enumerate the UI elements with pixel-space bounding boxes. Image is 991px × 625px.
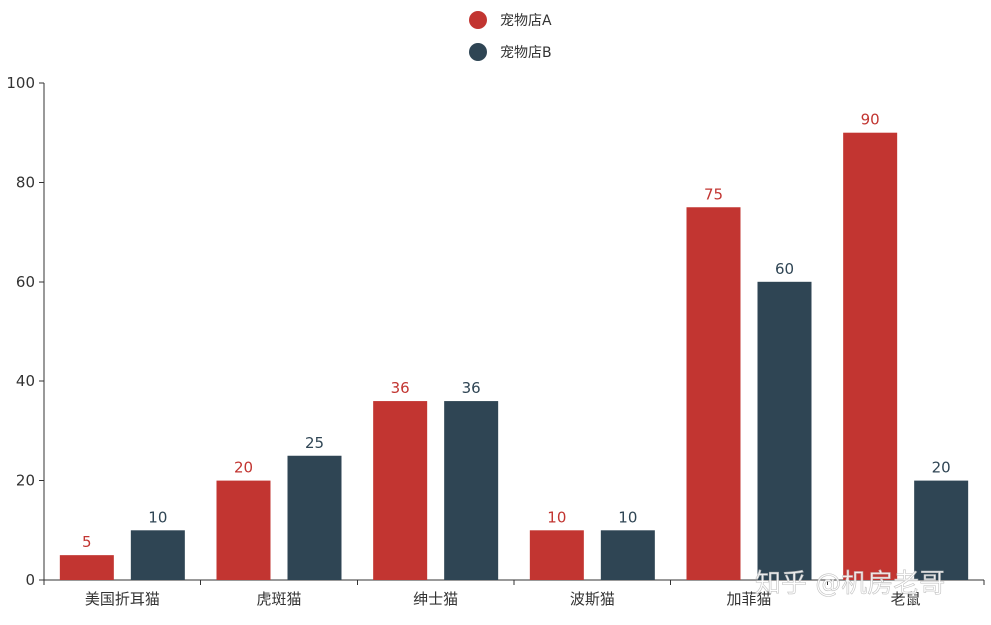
bar[interactable] xyxy=(757,281,812,580)
data-label: 60 xyxy=(775,260,794,278)
legend-item[interactable]: 宠物店B xyxy=(469,43,552,61)
data-label: 10 xyxy=(618,508,637,526)
x-tick-label: 加菲猫 xyxy=(726,590,771,608)
bar[interactable] xyxy=(130,530,185,580)
bar[interactable] xyxy=(373,401,428,580)
bar[interactable] xyxy=(444,401,499,580)
data-label: 10 xyxy=(148,508,167,526)
x-axis: 美国折耳猫 虎斑猫 绅士猫 波斯猫 加菲猫 老鼠 xyxy=(43,579,985,608)
data-label: 10 xyxy=(547,508,566,526)
x-tick-label: 老鼠 xyxy=(891,590,921,608)
bar[interactable] xyxy=(59,555,114,580)
y-tick-label: 20 xyxy=(16,472,35,490)
bar[interactable] xyxy=(287,455,342,580)
legend[interactable]: 宠物店A 宠物店B xyxy=(469,11,552,61)
bars xyxy=(59,132,969,580)
data-labels: 5 10 20 25 36 36 10 10 75 60 90 20 xyxy=(82,111,951,551)
data-label: 90 xyxy=(861,111,880,129)
x-tick-label: 虎斑猫 xyxy=(256,590,301,608)
legend-marker xyxy=(469,43,487,61)
data-label: 75 xyxy=(704,185,723,203)
x-tick-label: 绅士猫 xyxy=(413,590,458,608)
watermark: 知乎 @机房老哥 xyxy=(755,569,945,599)
data-label: 20 xyxy=(932,459,951,477)
y-tick-label: 100 xyxy=(6,74,35,92)
legend-item[interactable]: 宠物店A xyxy=(469,11,552,29)
bar[interactable] xyxy=(600,530,655,580)
bar[interactable] xyxy=(686,207,741,580)
y-tick-label: 40 xyxy=(16,372,35,390)
legend-marker xyxy=(469,11,487,29)
data-label: 5 xyxy=(82,533,92,551)
x-tick-label: 波斯猫 xyxy=(570,590,615,608)
legend-label: 宠物店B xyxy=(500,45,552,61)
y-tick-label: 60 xyxy=(16,273,35,291)
y-axis: 0 20 40 60 80 100 xyxy=(6,74,45,589)
bar[interactable] xyxy=(216,480,271,580)
data-label: 25 xyxy=(305,434,324,452)
bar[interactable] xyxy=(843,132,898,580)
bar[interactable] xyxy=(914,480,969,580)
legend-label: 宠物店A xyxy=(500,13,552,29)
data-label: 36 xyxy=(391,379,410,397)
data-label: 20 xyxy=(234,459,253,477)
x-tick-label: 美国折耳猫 xyxy=(85,590,160,608)
bar[interactable] xyxy=(529,530,584,580)
y-tick-label: 80 xyxy=(16,173,35,191)
y-tick-label: 0 xyxy=(25,571,35,589)
data-label: 36 xyxy=(462,379,481,397)
